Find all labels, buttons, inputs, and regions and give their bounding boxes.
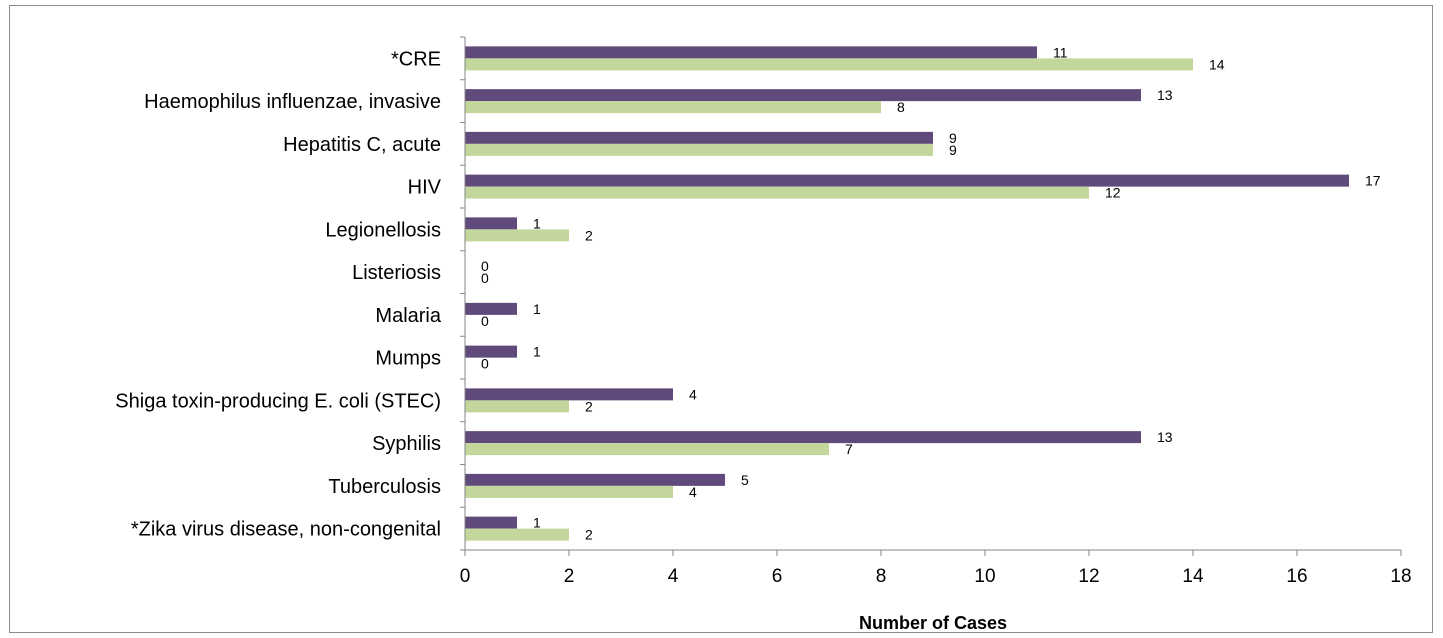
bar-series-1-7 <box>465 302 517 315</box>
data-label-series-1-2: 13 <box>1157 87 1173 103</box>
data-label-series-1-12: 1 <box>533 515 541 531</box>
data-label-series-2-11: 4 <box>689 484 697 500</box>
bar-series-1-12 <box>465 516 517 529</box>
bar-series-2-4 <box>465 186 1089 199</box>
x-axis-title: Number of Cases <box>859 613 1007 633</box>
bar-series-1-4 <box>465 174 1349 187</box>
bar-series-2-12 <box>465 528 569 541</box>
x-tick-label-3: 6 <box>772 566 783 587</box>
bar-series-1-5 <box>465 217 517 230</box>
bar-series-1-9 <box>465 388 673 401</box>
x-tick-label-8: 16 <box>1286 566 1307 587</box>
data-label-series-2-12: 2 <box>585 527 593 543</box>
data-label-series-2-1: 14 <box>1209 56 1225 72</box>
data-label-series-2-8: 0 <box>481 356 489 372</box>
x-tick-label-5: 10 <box>974 566 995 587</box>
bar-series-2-3 <box>465 143 933 156</box>
data-label-series-2-4: 12 <box>1105 185 1121 201</box>
bar-series-1-3 <box>465 131 933 144</box>
data-label-series-2-9: 2 <box>585 398 593 414</box>
category-label-1: *CRE <box>391 48 441 70</box>
data-label-series-2-2: 8 <box>897 99 905 115</box>
category-label-3: Hepatitis C, acute <box>283 134 441 156</box>
data-label-series-1-4: 17 <box>1365 173 1381 189</box>
x-tick-label-6: 12 <box>1078 566 1099 587</box>
bar-series-2-10 <box>465 443 829 456</box>
bar-series-1-1 <box>465 46 1037 59</box>
bars-layer <box>465 46 1349 541</box>
data-label-series-2-5: 2 <box>585 227 593 243</box>
axes-layer <box>460 36 1402 556</box>
category-label-11: Tuberculosis <box>328 476 441 498</box>
x-tick-label-4: 8 <box>876 566 887 587</box>
data-label-series-1-11: 5 <box>741 472 749 488</box>
bar-series-2-5 <box>465 229 569 242</box>
bar-series-2-2 <box>465 101 881 114</box>
data-label-series-2-10: 7 <box>845 441 853 457</box>
x-tick-label-1: 2 <box>564 566 575 587</box>
category-label-2: Haemophilus influenzae, invasive <box>144 91 441 113</box>
category-label-5: Legionellosis <box>325 219 441 241</box>
x-tick-label-7: 14 <box>1182 566 1204 587</box>
data-label-series-1-10: 13 <box>1157 429 1173 445</box>
bar-series-1-8 <box>465 345 517 358</box>
category-label-4: HIV <box>408 177 442 199</box>
data-label-series-1-5: 1 <box>533 215 541 231</box>
bar-series-1-2 <box>465 89 1141 102</box>
x-tick-label-2: 4 <box>668 566 679 587</box>
bar-series-2-9 <box>465 400 569 413</box>
category-label-8: Mumps <box>375 348 441 370</box>
data-label-series-1-7: 1 <box>533 301 541 317</box>
x-tick-label-9: 18 <box>1390 566 1411 587</box>
data-label-series-1-9: 4 <box>689 386 697 402</box>
category-label-9: Shiga toxin-producing E. coli (STEC) <box>115 390 441 412</box>
data-label-series-1-3: 9 <box>949 130 957 146</box>
category-label-6: Listeriosis <box>352 262 441 284</box>
x-tick-label-0: 0 <box>460 566 471 587</box>
data-label-series-2-7: 0 <box>481 313 489 329</box>
bar-series-1-11 <box>465 473 725 486</box>
data-label-series-1-6: 0 <box>481 258 489 274</box>
data-label-series-2-3: 9 <box>949 142 957 158</box>
data-label-series-2-6: 0 <box>481 270 489 286</box>
bar-series-2-11 <box>465 485 673 498</box>
data-label-series-1-8: 1 <box>533 344 541 360</box>
category-label-12: *Zika virus disease, non-congenital <box>131 519 441 541</box>
bar-series-1-10 <box>465 431 1141 444</box>
category-label-7: Malaria <box>375 305 441 327</box>
data-label-series-1-1: 11 <box>1053 44 1068 60</box>
category-label-10: Syphilis <box>372 433 441 455</box>
bar-series-2-1 <box>465 58 1193 71</box>
